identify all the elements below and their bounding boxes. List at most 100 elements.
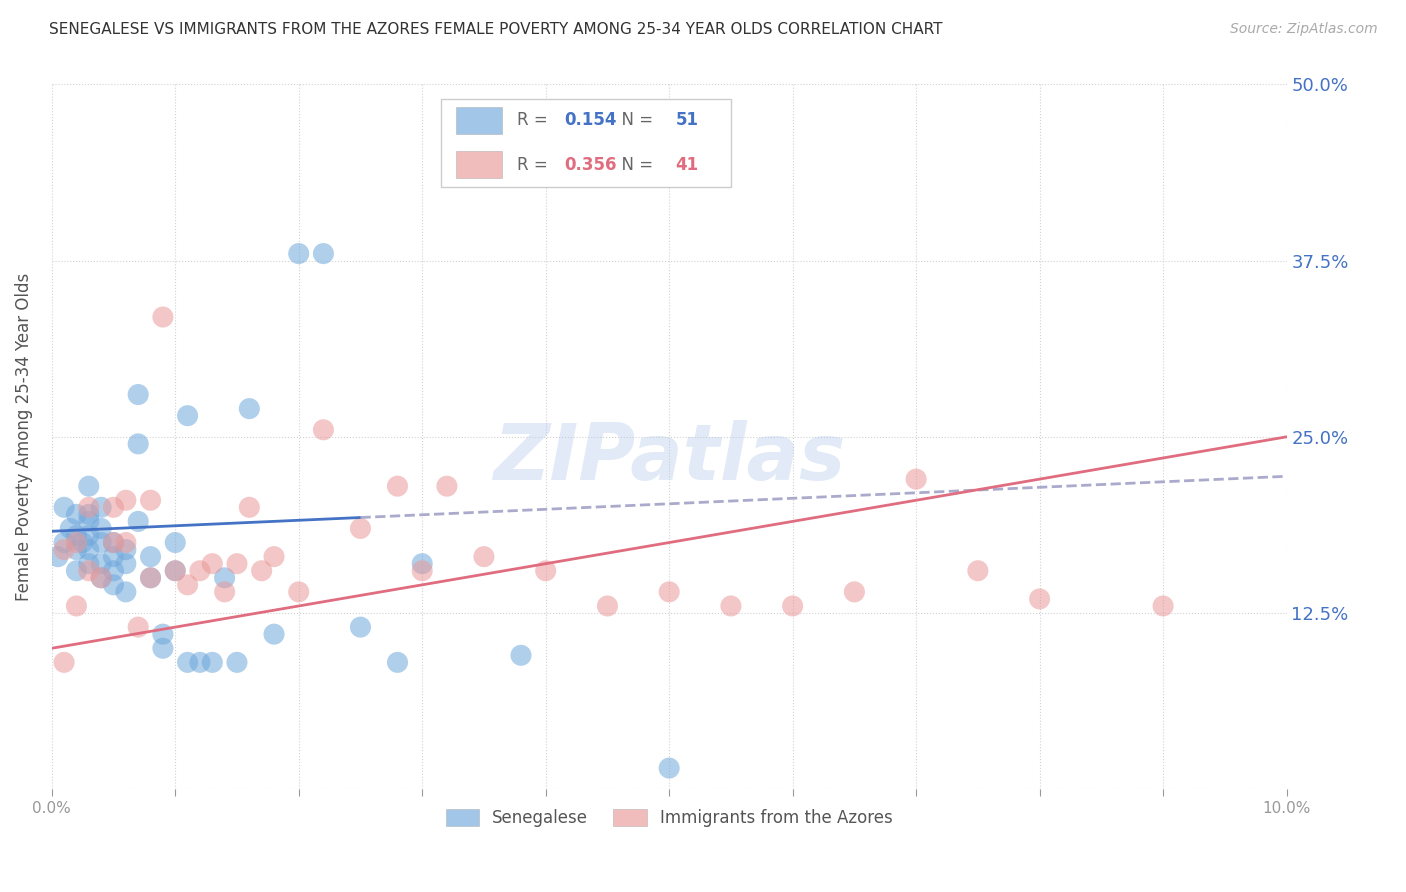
Point bbox=[65, 528, 87, 542]
Point bbox=[90, 500, 112, 515]
Point bbox=[782, 599, 804, 613]
Point bbox=[287, 246, 309, 260]
Text: Source: ZipAtlas.com: Source: ZipAtlas.com bbox=[1230, 22, 1378, 37]
Point bbox=[77, 515, 100, 529]
Point bbox=[411, 557, 433, 571]
Point bbox=[103, 500, 125, 515]
Point bbox=[127, 437, 149, 451]
Point bbox=[90, 535, 112, 549]
Point bbox=[115, 585, 138, 599]
Text: N =: N = bbox=[612, 112, 658, 129]
Point bbox=[312, 423, 335, 437]
Point bbox=[139, 549, 162, 564]
Text: 41: 41 bbox=[675, 156, 699, 174]
Point bbox=[53, 542, 76, 557]
Point bbox=[90, 571, 112, 585]
Point bbox=[103, 535, 125, 549]
Point bbox=[77, 479, 100, 493]
FancyBboxPatch shape bbox=[440, 98, 731, 186]
Point bbox=[53, 535, 76, 549]
Point bbox=[214, 571, 236, 585]
Point bbox=[115, 493, 138, 508]
Point bbox=[115, 535, 138, 549]
Point bbox=[65, 564, 87, 578]
Legend: Senegalese, Immigrants from the Azores: Senegalese, Immigrants from the Azores bbox=[439, 802, 900, 834]
Point bbox=[103, 578, 125, 592]
Text: R =: R = bbox=[517, 156, 554, 174]
Point bbox=[77, 528, 100, 542]
Point bbox=[46, 549, 69, 564]
Point bbox=[226, 656, 249, 670]
Point bbox=[127, 387, 149, 401]
Point bbox=[263, 549, 285, 564]
Point bbox=[201, 656, 224, 670]
Point bbox=[905, 472, 928, 486]
Point bbox=[658, 761, 681, 775]
Point bbox=[596, 599, 619, 613]
Point bbox=[387, 479, 409, 493]
Point bbox=[312, 246, 335, 260]
Point bbox=[115, 542, 138, 557]
Point bbox=[287, 585, 309, 599]
Point bbox=[77, 500, 100, 515]
Point bbox=[534, 564, 557, 578]
Point bbox=[152, 641, 174, 656]
Point bbox=[53, 656, 76, 670]
Point bbox=[188, 656, 211, 670]
Point bbox=[103, 549, 125, 564]
Point bbox=[411, 564, 433, 578]
Point bbox=[77, 542, 100, 557]
Text: 0.154: 0.154 bbox=[564, 112, 617, 129]
Point bbox=[139, 493, 162, 508]
Point bbox=[1028, 591, 1050, 606]
Point bbox=[165, 564, 187, 578]
Point bbox=[77, 508, 100, 522]
Point bbox=[103, 535, 125, 549]
Y-axis label: Female Poverty Among 25-34 Year Olds: Female Poverty Among 25-34 Year Olds bbox=[15, 273, 32, 601]
Point bbox=[59, 521, 82, 535]
Point bbox=[77, 557, 100, 571]
Point bbox=[103, 564, 125, 578]
Point bbox=[658, 585, 681, 599]
Point bbox=[65, 535, 87, 549]
Point bbox=[115, 557, 138, 571]
Point bbox=[165, 564, 187, 578]
Point bbox=[53, 500, 76, 515]
Text: 0.356: 0.356 bbox=[564, 156, 617, 174]
Point bbox=[349, 620, 371, 634]
Point bbox=[65, 542, 87, 557]
Point bbox=[65, 508, 87, 522]
Point bbox=[188, 564, 211, 578]
Point bbox=[214, 585, 236, 599]
Point bbox=[90, 521, 112, 535]
Point bbox=[387, 656, 409, 670]
Point bbox=[176, 578, 198, 592]
Point bbox=[139, 571, 162, 585]
Point bbox=[1152, 599, 1174, 613]
Point bbox=[176, 656, 198, 670]
Point bbox=[201, 557, 224, 571]
Point bbox=[152, 627, 174, 641]
Point bbox=[238, 500, 260, 515]
Point bbox=[349, 521, 371, 535]
Point bbox=[250, 564, 273, 578]
Point bbox=[77, 564, 100, 578]
Point bbox=[127, 515, 149, 529]
Point bbox=[226, 557, 249, 571]
Text: SENEGALESE VS IMMIGRANTS FROM THE AZORES FEMALE POVERTY AMONG 25-34 YEAR OLDS CO: SENEGALESE VS IMMIGRANTS FROM THE AZORES… bbox=[49, 22, 942, 37]
Point bbox=[90, 557, 112, 571]
Point bbox=[967, 564, 990, 578]
Text: N =: N = bbox=[612, 156, 658, 174]
Text: 51: 51 bbox=[675, 112, 699, 129]
Point bbox=[510, 648, 533, 663]
FancyBboxPatch shape bbox=[456, 107, 502, 134]
Point bbox=[127, 620, 149, 634]
Text: R =: R = bbox=[517, 112, 554, 129]
Point bbox=[263, 627, 285, 641]
Point bbox=[238, 401, 260, 416]
Point bbox=[72, 535, 94, 549]
Point bbox=[90, 571, 112, 585]
Point bbox=[65, 599, 87, 613]
Point bbox=[152, 310, 174, 324]
FancyBboxPatch shape bbox=[456, 152, 502, 178]
